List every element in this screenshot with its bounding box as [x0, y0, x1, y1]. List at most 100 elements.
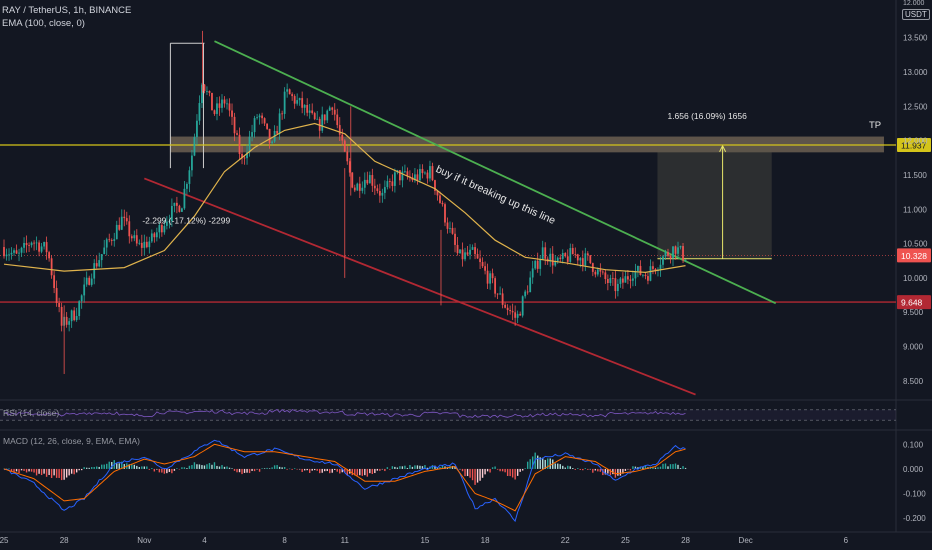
zones	[169, 42, 884, 260]
macd-histogram-bar	[70, 468, 73, 474]
macd-histogram-bar	[396, 467, 399, 469]
candle-body	[203, 84, 206, 92]
candle-body	[581, 258, 584, 266]
candle-body	[85, 277, 88, 285]
candle-body	[436, 190, 439, 196]
candle-body	[684, 259, 687, 261]
macd-histogram-bar	[201, 465, 203, 469]
candle-body	[313, 113, 316, 120]
macd-histogram-bar	[607, 468, 609, 474]
candle-body	[258, 115, 261, 118]
macd-histogram-bar	[30, 468, 33, 472]
candle-body	[406, 171, 409, 177]
macd-histogram-bar	[233, 468, 236, 471]
candle-body	[393, 172, 396, 186]
candle-body	[481, 262, 484, 267]
candle-body	[125, 218, 128, 222]
candle-body	[58, 303, 61, 307]
macd-histogram-bar	[657, 467, 659, 469]
macd-histogram-bar	[133, 464, 135, 469]
macd-histogram-bar	[266, 467, 268, 469]
time-tick-label: 6	[844, 536, 849, 545]
candle-body	[110, 240, 113, 241]
macd-histogram-bar	[391, 466, 394, 469]
candle-body	[616, 283, 619, 292]
candle-body	[28, 245, 30, 246]
macd-histogram-bar	[221, 465, 223, 469]
macd-histogram-bar	[308, 468, 311, 473]
candle-body	[569, 248, 572, 262]
currency-badge[interactable]: USDT	[902, 9, 930, 20]
candle-body	[373, 185, 376, 189]
candle-body	[619, 278, 622, 284]
candle-body	[371, 175, 374, 186]
macd-histogram-bar	[151, 468, 153, 469]
candle-body	[431, 166, 434, 181]
ema-indicator-title[interactable]: EMA (100, close, 0)	[2, 18, 85, 29]
candle-body	[328, 107, 331, 111]
macd-histogram-bar	[531, 456, 534, 469]
price-axis[interactable]: 13.500 13.000 12.500 12.000 11.500 11.000 10.5…	[903, 0, 928, 523]
candle-body	[378, 190, 381, 196]
candle-body	[153, 233, 156, 238]
macd-histogram-bar	[567, 465, 569, 469]
macd-histogram-bar	[617, 468, 619, 476]
candle-body	[652, 266, 654, 269]
macd-histogram-bar	[409, 465, 411, 469]
macd-histogram-bar	[283, 467, 286, 469]
macd-histogram-bar	[8, 468, 10, 470]
time-axis[interactable]: 25 28 Nov 4 8 11 15 18 22 25 28 Dec 6	[0, 536, 849, 545]
grid	[0, 0, 932, 533]
macd-histogram-bar	[316, 468, 318, 471]
macd-histogram-bar	[399, 466, 401, 469]
macd-histogram-bar	[539, 457, 541, 469]
macd-histogram-bar	[296, 468, 298, 470]
macd-histogram-bar	[25, 468, 28, 473]
candle-body	[103, 247, 106, 255]
candle-body	[559, 257, 562, 259]
candle-body	[571, 248, 574, 255]
candle-body	[140, 242, 143, 248]
candle-body	[276, 130, 279, 134]
macd-histogram-bar	[529, 459, 531, 469]
time-tick-label: 18	[481, 536, 490, 545]
candle-body	[138, 242, 141, 244]
macd-histogram-bar	[111, 462, 113, 469]
candle-body	[459, 249, 461, 254]
symbol-title[interactable]: RAY / TetherUS, 1h, BINANCE	[2, 5, 132, 16]
candle-body	[5, 254, 8, 257]
signal-line	[3, 443, 686, 512]
candle-body	[188, 170, 191, 184]
price-tick-label: 10.500	[903, 240, 928, 249]
candle-body	[609, 278, 612, 283]
time-tick-label: Nov	[137, 536, 151, 545]
candle-body	[256, 117, 258, 119]
candle-body	[466, 252, 469, 255]
macd-histogram-bar	[78, 468, 80, 471]
candle-body	[529, 277, 532, 293]
macd-histogram-bar	[486, 468, 489, 472]
macd-histogram-bar	[597, 468, 599, 472]
candle-body	[574, 254, 577, 256]
macd-histogram-bar	[484, 468, 486, 475]
candle-body	[539, 259, 542, 269]
macd-histogram-bar	[364, 468, 366, 476]
macd-histogram-bar	[45, 468, 48, 477]
rsi-band	[0, 409, 896, 421]
level-tag-label: 9.648	[901, 298, 923, 308]
macd-histogram-bar	[366, 468, 369, 477]
current-price-label: 10.328	[901, 251, 927, 261]
candle-body	[476, 254, 479, 259]
macd-histogram-bar	[351, 468, 353, 476]
macd-histogram-bar	[28, 468, 30, 472]
candle-body	[639, 265, 642, 275]
macd-histogram-bar	[491, 467, 494, 469]
macd-histogram-bar	[306, 468, 308, 471]
candle-body	[682, 246, 684, 261]
macd-histogram-bar	[361, 468, 364, 476]
macd-tick-label: 0.100	[903, 440, 924, 449]
candle-body	[301, 98, 304, 108]
macd-histogram-bar	[359, 468, 361, 476]
macd-histogram-bar	[263, 468, 266, 469]
